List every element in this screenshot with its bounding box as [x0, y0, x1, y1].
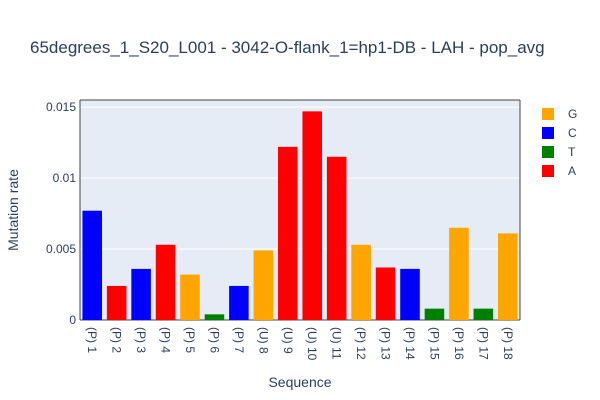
x-tick-label: (P) 14 — [403, 327, 417, 360]
bar[interactable] — [375, 267, 396, 320]
bar[interactable] — [326, 156, 347, 320]
bar[interactable] — [498, 233, 518, 320]
x-tick-label: (U) 10 — [305, 327, 319, 361]
y-tick-labels: 0 0.005 0.01 0.015 — [46, 100, 76, 327]
y-tick-label: 0.005 — [46, 242, 76, 256]
x-tick-label: (P) 1 — [85, 327, 99, 353]
x-tick-label: (P) 18 — [501, 327, 515, 360]
bar[interactable] — [400, 268, 420, 320]
x-tick-label: (U) 8 — [256, 327, 270, 354]
y-tick-label: 0.015 — [46, 100, 76, 114]
legend-item-c[interactable]: C — [542, 126, 577, 140]
x-tick-label: (P) 2 — [110, 327, 124, 353]
y-tick-label: 0 — [69, 313, 76, 327]
bar[interactable] — [351, 244, 371, 320]
legend-swatch — [542, 165, 554, 177]
bar[interactable] — [302, 111, 322, 321]
bar[interactable] — [424, 308, 445, 320]
legend-label: A — [568, 164, 576, 178]
y-tick-label: 0.01 — [53, 171, 77, 185]
x-axis-title: Sequence — [268, 374, 331, 390]
x-tick-label: (P) 16 — [452, 327, 466, 360]
bar[interactable] — [204, 314, 225, 320]
y-axis-title: Mutation rate — [5, 169, 21, 251]
legend-item-t[interactable]: T — [542, 145, 576, 159]
x-tick-label: (P) 5 — [183, 327, 197, 353]
legend-label: T — [568, 145, 576, 159]
bar[interactable] — [473, 308, 494, 320]
x-tick-label: (P) 4 — [159, 327, 173, 353]
bar[interactable] — [180, 274, 200, 320]
bar[interactable] — [278, 146, 298, 320]
x-tick-label: (U) 9 — [281, 327, 295, 354]
legend-item-g[interactable]: G — [542, 107, 577, 121]
legend-swatch — [542, 127, 554, 139]
plot-area — [80, 100, 520, 320]
bar[interactable] — [131, 268, 151, 320]
legend-swatch — [542, 146, 554, 158]
x-tick-label: (U) 11 — [330, 327, 344, 360]
x-tick-label: (P) 7 — [232, 327, 246, 353]
x-tick-label: (P) 13 — [379, 327, 393, 360]
x-tick-label: (P) 17 — [476, 327, 490, 360]
bar[interactable] — [106, 285, 127, 320]
bars — [82, 111, 518, 321]
x-tick-labels: (P) 1 (P) 2 (P) 3 (P) 4 (P) 5 (P) 6 (P) 7 (U) 8… — [85, 327, 515, 361]
bar[interactable] — [253, 250, 274, 320]
bar[interactable] — [155, 244, 176, 320]
bar[interactable] — [449, 227, 469, 320]
x-tick-label: (P) 6 — [207, 327, 221, 353]
bar[interactable] — [82, 210, 102, 320]
y-gridlines — [79, 99, 521, 321]
chart-title: 65degrees_1_S20_L001 - 3042-O-flank_1=hp… — [30, 38, 545, 57]
legend-item-a[interactable]: A — [542, 164, 576, 178]
x-tick-label: (P) 15 — [427, 327, 441, 360]
x-tick-label: (P) 12 — [354, 327, 368, 360]
legend-label: C — [568, 126, 577, 140]
legend-swatch — [542, 108, 554, 120]
legend-label: G — [568, 107, 577, 121]
x-tick-label: (P) 3 — [134, 327, 148, 353]
bar[interactable] — [229, 285, 249, 320]
